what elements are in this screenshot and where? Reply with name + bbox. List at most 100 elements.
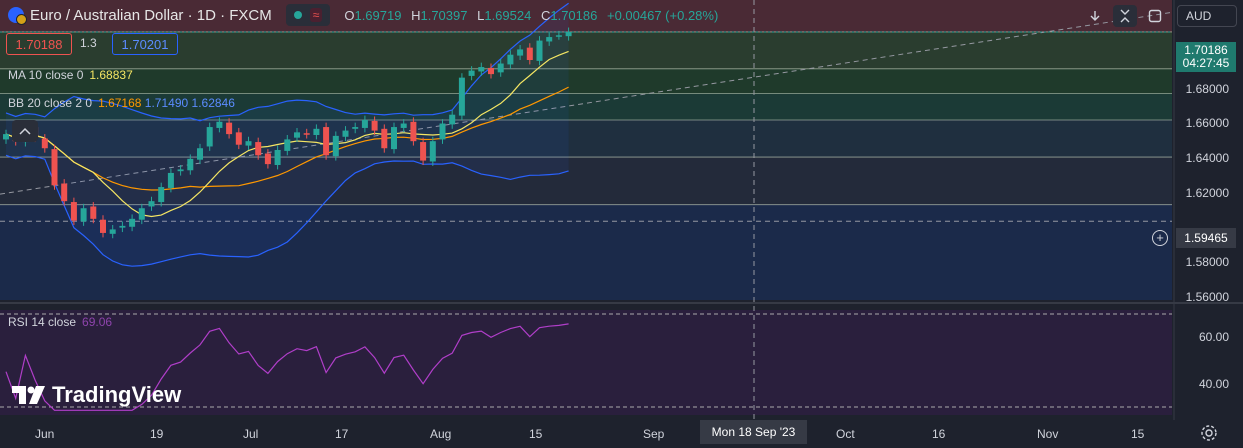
close-value: 1.70186: [550, 7, 598, 23]
change-value: +0.00467 (+0.28%): [606, 7, 719, 23]
candle-body: [565, 31, 572, 37]
price-tick: 1.62000: [1185, 186, 1229, 200]
price-zone: [0, 0, 1172, 32]
bb-legend[interactable]: BB 20 close 2 0 1.67168 1.71490 1.62846: [8, 96, 235, 110]
open-value: 1.69719: [354, 7, 402, 23]
rsi-value: 69.06: [82, 315, 113, 329]
candle-body: [109, 229, 116, 234]
candle-body: [70, 202, 77, 221]
candle-body: [313, 128, 320, 135]
collapse-pane-button[interactable]: [1113, 5, 1137, 27]
candle-body: [90, 206, 97, 219]
candle-body: [138, 208, 145, 220]
rsi-label: RSI 14 close: [8, 315, 77, 329]
gear-icon[interactable]: [1200, 424, 1218, 442]
candle-body: [458, 77, 465, 116]
market-open-dot-icon: [293, 11, 302, 19]
candle-body: [206, 127, 213, 147]
candle-body: [119, 225, 126, 228]
candle-body: [488, 67, 494, 75]
candle-body: [449, 114, 456, 125]
rsi-line: [5, 323, 569, 411]
last-price: 1.70186: [1184, 43, 1228, 57]
candle-body: [381, 128, 388, 149]
arrow-down-icon: [1090, 11, 1100, 21]
time-tick: 16: [932, 427, 946, 441]
candle-body: [352, 127, 359, 129]
candle-body: [264, 153, 271, 165]
time-tick: Oct: [836, 427, 855, 441]
bb-lower-line: [5, 154, 569, 267]
rsi-legend[interactable]: RSI 14 close 69.06: [8, 315, 112, 329]
collapse-legend-button[interactable]: [12, 120, 38, 142]
last-price-badge: 1.70186 04:27:45: [1176, 42, 1236, 72]
open-key: O: [344, 7, 355, 23]
candle-body: [439, 123, 446, 140]
candle-body: [129, 218, 136, 227]
low-key: L: [477, 7, 485, 23]
candle-body: [361, 120, 368, 128]
rsi-tick: 60.00: [1198, 330, 1229, 344]
market-status-pill[interactable]: ≈: [285, 4, 331, 26]
candle-body: [546, 37, 553, 42]
candle-body: [371, 120, 378, 131]
ma-value: 1.68837: [89, 68, 133, 82]
time-tick: Aug: [430, 427, 452, 441]
low-value: 1.69524: [484, 7, 532, 23]
scroll-down-button[interactable]: [1083, 5, 1107, 27]
candle-body: [158, 187, 165, 203]
candle-body: [323, 127, 330, 156]
price-tick: 1.58000: [1185, 255, 1229, 269]
candle-body: [226, 122, 233, 135]
candle-body: [41, 138, 48, 149]
candle-body: [536, 40, 543, 61]
crosshair-time-badge: Mon 18 Sep '23: [700, 420, 807, 444]
candle-body: [187, 158, 194, 171]
currency-select[interactable]: AUD: [1177, 5, 1237, 27]
candle-body: [468, 70, 475, 76]
candle-body: [61, 183, 68, 202]
wave-icon: ≈: [309, 8, 323, 22]
tradingview-mark-icon: [12, 386, 45, 404]
candle-body: [410, 121, 417, 142]
symbol-title[interactable]: Euro / Australian Dollar · 1D · FXCM: [30, 6, 272, 24]
tradingview-logo[interactable]: TradingView: [12, 382, 181, 408]
candle-body: [197, 148, 203, 160]
maximize-pane-button[interactable]: [1143, 5, 1167, 27]
buy-button[interactable]: 1.70201: [112, 33, 178, 55]
bb-label: BB 20 close 2 0: [8, 96, 93, 110]
add-alert-plus-icon[interactable]: +: [1152, 230, 1168, 246]
candle-body: [555, 35, 562, 37]
close-key: C: [540, 7, 551, 23]
time-tick: 15: [1131, 427, 1145, 441]
bb-upper-value: 1.71490: [144, 96, 189, 110]
time-tick: 19: [150, 427, 164, 441]
candle-body: [332, 135, 339, 157]
price-zone: [0, 120, 1172, 158]
ma-legend[interactable]: MA 10 close 0 1.68837: [8, 68, 133, 82]
sell-button[interactable]: 1.70188: [6, 33, 72, 55]
candle-body: [517, 49, 524, 56]
time-tick: Sep: [643, 427, 665, 441]
candle-body: [400, 123, 407, 128]
candle-body: [507, 54, 514, 65]
candle-body: [274, 150, 281, 165]
price-zone: [0, 68, 1172, 94]
candle-body: [497, 63, 504, 73]
time-tick: Nov: [1037, 427, 1059, 441]
euro-aud-flag-icon: [8, 7, 27, 25]
candle-body: [245, 141, 252, 146]
candle-body: [177, 169, 184, 172]
rsi-tick: 40.00: [1198, 377, 1229, 391]
bb-basis-value: 1.67168: [98, 96, 142, 110]
price-tick: 1.64000: [1185, 151, 1229, 165]
candle-body: [420, 142, 427, 161]
price-tick: 1.56000: [1185, 290, 1229, 304]
candle-body: [255, 142, 262, 156]
logo-text: TradingView: [52, 382, 182, 407]
ohlc-values: O1.69719 H1.70397 L1.69524 C1.70186 +0.0…: [344, 8, 724, 23]
candle-body: [478, 67, 485, 72]
candle-body: [216, 121, 223, 128]
time-tick: Jun: [35, 427, 55, 441]
